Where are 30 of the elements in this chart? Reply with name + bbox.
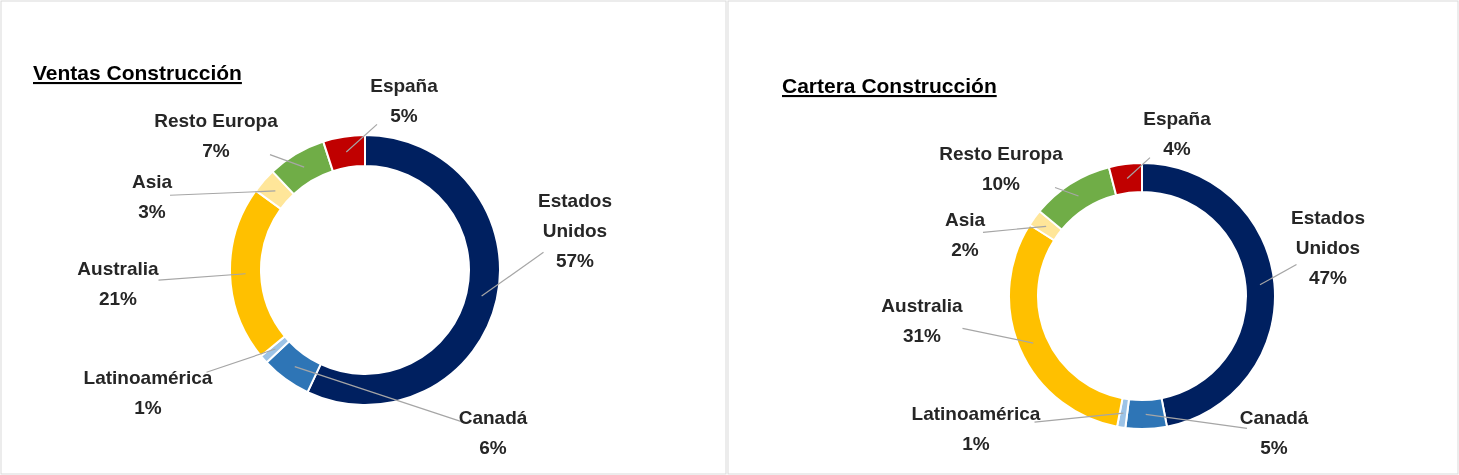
data-label: 4% [1163,137,1191,159]
data-label: 1% [962,432,990,454]
slice-label: Canadá [458,406,528,428]
slice-label: Australia [77,257,160,279]
data-label: 10% [981,172,1021,194]
data-label: 57% [555,249,595,271]
data-label: 5% [1260,436,1288,458]
data-label: 31% [902,324,942,346]
slice-label: España [370,74,439,96]
slice-label: Canadá [1239,406,1309,428]
data-label: 21% [98,287,138,309]
slice-label: España [1143,107,1212,129]
slice-label: Estados Unidos [1291,206,1365,258]
slice-label: Latinoamérica [83,366,213,388]
chart-title: Cartera Construcción [782,74,997,97]
data-label: 1% [134,396,162,418]
data-label: 7% [202,139,230,161]
data-label: 2% [951,238,979,260]
slice-label: Australia [881,294,964,316]
slice-label: Estados Unidos [538,189,612,241]
slice-label: Resto Europa [154,109,279,131]
data-label: 3% [138,200,166,222]
chart-title: Ventas Construcción [33,61,242,84]
slice-label: Asia [944,208,986,230]
data-label: 6% [479,436,507,458]
data-label: 47% [1308,266,1348,288]
slice-label: Asia [131,170,173,192]
slice-label: Resto Europa [939,142,1064,164]
slice-label: Latinoamérica [911,402,1041,424]
data-label: 5% [390,104,418,126]
